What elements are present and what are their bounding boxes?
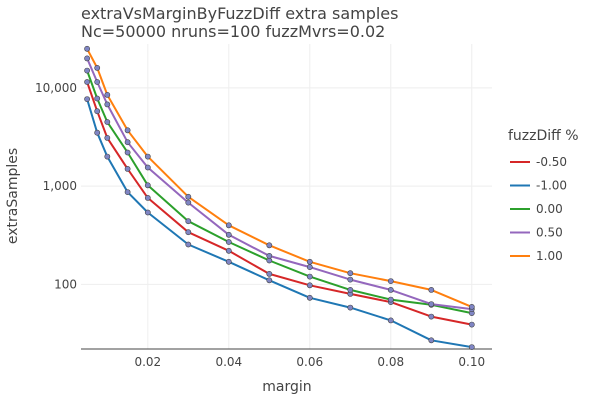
data-point [266, 277, 273, 284]
x-tick-label: 0.02 [134, 355, 161, 369]
legend-item-label: 0.50 [536, 226, 563, 240]
data-point [387, 296, 394, 303]
data-point [144, 209, 151, 216]
data-point [428, 337, 435, 344]
data-point [144, 182, 151, 189]
axes: 0.02 0.04 0.06 0.08 0.10 100 1,000 10,000 [35, 81, 492, 369]
data-point [124, 139, 131, 146]
data-point [94, 129, 101, 136]
data-point [468, 344, 475, 350]
data-point [94, 65, 101, 71]
data-point [84, 45, 90, 52]
data-point [94, 95, 101, 102]
data-point [124, 165, 131, 172]
y-tick-label: 1,000 [43, 179, 77, 193]
data-point [104, 101, 111, 108]
data-point [185, 218, 192, 225]
data-point [104, 134, 111, 141]
data-point [225, 222, 232, 229]
y-tick-label: 100 [54, 277, 77, 291]
data-point [387, 278, 394, 284]
y-tick-label: 10,000 [35, 81, 77, 95]
legend-title: fuzzDiff % [508, 128, 579, 144]
data-point [347, 286, 354, 293]
data-point [185, 241, 192, 248]
x-axis-title: margin [262, 379, 311, 395]
data-point [347, 270, 354, 277]
data-point [225, 258, 232, 265]
data-point [144, 194, 151, 201]
data-point [104, 153, 111, 160]
data-point [306, 294, 313, 301]
data-point [124, 127, 131, 134]
chart-subtitle: Nc=50000 nruns=100 fuzzMvrs=0.02 [81, 22, 385, 41]
data-point [225, 247, 232, 254]
series-line-3 [86, 58, 472, 311]
data-point [225, 239, 232, 245]
legend-item-label: 0.00 [536, 202, 563, 216]
data-point [185, 199, 192, 206]
legend: fuzzDiff % -0.50 -1.00 0.00 0.50 1.00 [508, 128, 579, 263]
data-point [347, 304, 354, 311]
data-point [266, 242, 273, 249]
data-point [124, 189, 131, 195]
legend-item-label: -0.50 [536, 155, 567, 169]
data-point [468, 321, 475, 328]
data-point [387, 286, 394, 293]
data-point [94, 79, 101, 85]
data-point [428, 286, 435, 293]
data-point [266, 270, 273, 277]
data-point [94, 108, 101, 115]
data-point [428, 313, 435, 320]
data-point [84, 96, 90, 102]
data-point [144, 164, 151, 171]
data-point [84, 79, 90, 85]
x-tick-label: 0.08 [377, 355, 404, 369]
data-point [387, 317, 394, 324]
x-tick-label: 0.10 [458, 355, 485, 369]
data-point [104, 119, 111, 125]
data-point [428, 301, 435, 307]
series-line-0 [86, 81, 472, 326]
y-axis-title: extraSamples [5, 148, 21, 244]
legend-item-label: -1.00 [536, 179, 567, 193]
data-point [468, 303, 475, 310]
data-point [185, 193, 192, 200]
data-point [347, 276, 354, 283]
data-point [84, 67, 90, 74]
data-point [306, 282, 313, 289]
data-point [124, 149, 131, 156]
x-tick-label: 0.04 [215, 355, 242, 369]
data-point [306, 264, 313, 270]
chart-title: extraVsMarginByFuzzDiff extra samples [81, 4, 398, 23]
data-point [84, 55, 90, 62]
x-tick-label: 0.06 [296, 355, 323, 369]
legend-item-label: 1.00 [536, 249, 563, 263]
markers-group [84, 45, 475, 350]
data-point [225, 231, 232, 238]
data-point [266, 252, 273, 259]
data-point [104, 92, 111, 98]
data-point [185, 229, 192, 236]
data-point [306, 258, 313, 265]
data-point [144, 153, 151, 160]
series-group [86, 48, 473, 349]
data-point [306, 273, 313, 280]
